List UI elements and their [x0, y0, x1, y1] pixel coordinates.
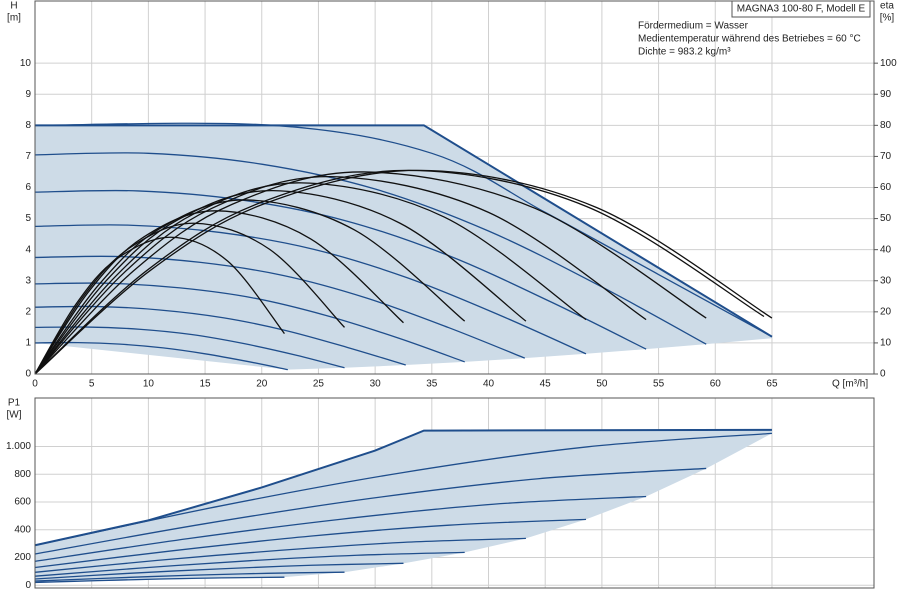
- efficiency-curve: [34, 236, 285, 375]
- x-tick-label: 40: [483, 379, 495, 390]
- x-tick-label: 10: [143, 379, 155, 390]
- y2-tick-label: 70: [880, 151, 892, 162]
- performance-curve: [35, 124, 773, 338]
- x-tick-label: 50: [596, 379, 608, 390]
- operating-area: [35, 125, 772, 370]
- x-tick-label: 15: [200, 379, 212, 390]
- y-tick-label: 7: [25, 151, 31, 162]
- plot-frame: [34, 397, 875, 589]
- plot-frame: [34, 0, 875, 375]
- y-axis-unit: [m]: [7, 13, 21, 24]
- y-tick-label: 600: [14, 497, 31, 508]
- operating-area: [35, 429, 772, 583]
- y-tick-label: 8: [25, 120, 31, 131]
- x-tick-label: 5: [89, 379, 95, 390]
- y2-tick-label: 80: [880, 120, 892, 131]
- efficiency-curve: [34, 175, 647, 375]
- y-tick-label: 200: [14, 552, 31, 563]
- performance-curve: [34, 537, 526, 573]
- performance-curve: [34, 224, 587, 355]
- y-tick-label: 3: [25, 275, 31, 286]
- performance-curve: [34, 467, 707, 555]
- x-tick-label: 45: [540, 379, 552, 390]
- y-tick-label: 10: [20, 58, 32, 69]
- y-tick-label: 0: [25, 369, 31, 380]
- y2-tick-label: 90: [880, 89, 892, 100]
- x-tick-label: 0: [32, 379, 38, 390]
- x-tick-label: 20: [256, 379, 268, 390]
- performance-curve: [34, 576, 285, 584]
- annotation: Medientemperatur während des Betriebes =…: [638, 34, 861, 45]
- performance-curve: [34, 282, 465, 363]
- efficiency-curve: [34, 169, 765, 375]
- efficiency-curve: [34, 171, 707, 375]
- y2-tick-label: 10: [880, 338, 892, 349]
- performance-curve: [34, 551, 465, 577]
- y2-tick-label: 50: [880, 213, 892, 224]
- chart-title: MAGNA3 100-80 F, Modell E: [737, 4, 866, 15]
- y2-axis-unit: [%]: [880, 13, 895, 24]
- y2-axis-label: eta: [880, 1, 894, 12]
- y2-tick-label: 100: [880, 58, 897, 69]
- x-axis-label: Q [m³/h]: [832, 379, 868, 390]
- performance-curve: [34, 341, 288, 371]
- y-axis-unit: [W]: [7, 410, 22, 421]
- y-tick-label: 1: [25, 338, 31, 349]
- performance-curve: [34, 432, 773, 546]
- title-box: [731, 0, 871, 18]
- y2-tick-label: 20: [880, 306, 892, 317]
- performance-curve: [34, 571, 345, 582]
- x-tick-label: 25: [313, 379, 325, 390]
- y2-tick-label: 30: [880, 275, 892, 286]
- x-tick-label: 65: [766, 379, 778, 390]
- y-tick-label: 4: [25, 244, 31, 255]
- performance-curve: [34, 495, 647, 563]
- performance-curve: [34, 518, 587, 569]
- y-axis-label: P1: [8, 398, 21, 409]
- y2-tick-label: 40: [880, 244, 892, 255]
- performance-curve: [34, 189, 647, 350]
- performance-curve: [34, 562, 404, 580]
- x-tick-label: 60: [710, 379, 722, 390]
- y-tick-label: 0: [25, 580, 31, 591]
- y-tick-label: 6: [25, 182, 31, 193]
- y-tick-label: 400: [14, 524, 31, 535]
- y-tick-label: 9: [25, 89, 31, 100]
- x-tick-label: 30: [370, 379, 382, 390]
- y2-tick-label: 60: [880, 182, 892, 193]
- performance-curve: [34, 326, 345, 369]
- efficiency-curve: [34, 169, 773, 375]
- y-tick-label: 800: [14, 469, 31, 480]
- y2-tick-label: 0: [880, 369, 886, 380]
- x-tick-label: 55: [653, 379, 665, 390]
- y-tick-label: 1.000: [6, 441, 31, 452]
- y-tick-label: 2: [25, 306, 31, 317]
- y-axis-label: H: [10, 1, 17, 12]
- efficiency-curve: [34, 222, 345, 375]
- x-tick-label: 35: [426, 379, 438, 390]
- annotation: Fördermedium = Wasser: [638, 21, 749, 32]
- efficiency-curve: [34, 189, 527, 375]
- annotation: Dichte = 983.2 kg/m³: [638, 47, 731, 58]
- performance-curve: [34, 122, 773, 338]
- y-tick-label: 5: [25, 213, 31, 224]
